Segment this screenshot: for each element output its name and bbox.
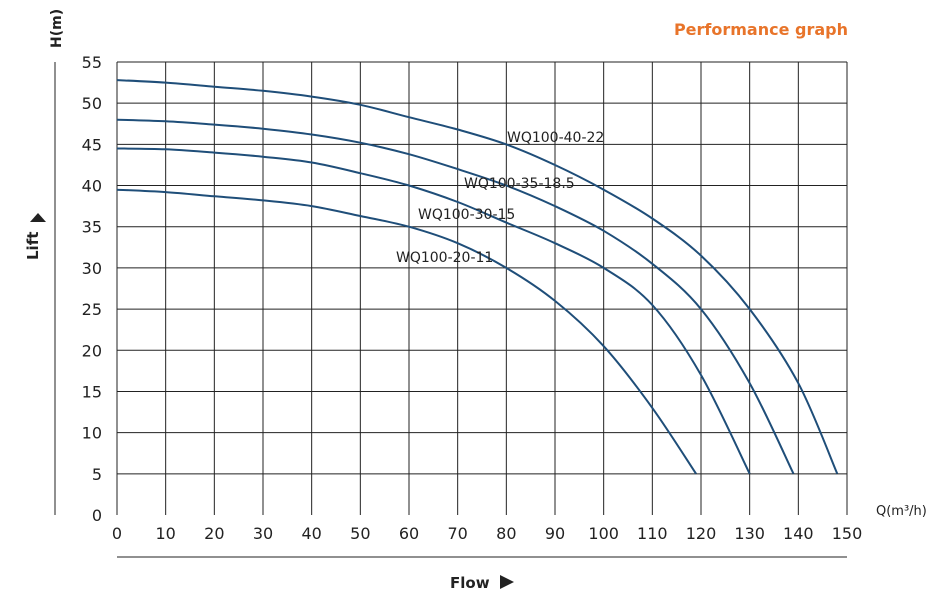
- x-tick-label: 100: [588, 524, 619, 543]
- y-tick-label: 45: [82, 135, 102, 154]
- series-line: [116, 147, 751, 475]
- lift-arrow-icon: [30, 213, 46, 222]
- y-tick-label: 20: [82, 341, 102, 360]
- y-tick-label: 50: [82, 94, 102, 113]
- x-tick-label: 130: [734, 524, 765, 543]
- x-tick-label: 0: [112, 524, 122, 543]
- y-tick-label: 55: [82, 53, 102, 72]
- x-tick-label: 20: [204, 524, 224, 543]
- flow-arrow-icon: [500, 575, 514, 589]
- x-tick-label: 70: [447, 524, 467, 543]
- y-tick-label: 25: [82, 300, 102, 319]
- x-tick-label: 80: [496, 524, 516, 543]
- series-label: WQ100-30-15: [418, 207, 515, 223]
- series-line: [116, 188, 697, 475]
- x-unit-label: Q(m³/h): [876, 504, 927, 519]
- chart-title: Performance graph: [673, 20, 848, 39]
- series-labels: WQ100-40-22 WQ100-35-18.5 WQ100-30-15 WQ100…: [396, 130, 604, 266]
- x-tick-label: 50: [350, 524, 370, 543]
- y-tick-label: 0: [92, 506, 102, 525]
- y-axis-title: Lift: [24, 232, 42, 260]
- x-tick-label: 10: [155, 524, 175, 543]
- series-label: WQ100-35-18.5: [464, 176, 575, 192]
- series-label: WQ100-40-22: [507, 130, 604, 146]
- x-axis-title: Flow: [450, 574, 490, 592]
- y-tick-label: 15: [82, 382, 102, 401]
- y-unit-label: H(m): [49, 9, 65, 48]
- x-tick-label: 90: [545, 524, 565, 543]
- x-tick-label: 140: [783, 524, 814, 543]
- y-tick-label: 10: [82, 424, 102, 443]
- series-line: [116, 79, 839, 475]
- y-tick-label: 40: [82, 177, 102, 196]
- x-tick-labels: 0 10 20 30 40 50 60 70 80 90 100 110 120 130 140 150: [112, 524, 862, 543]
- x-tick-label: 30: [253, 524, 273, 543]
- axis-titles: H(m) Lift Flow Q(m³/h): [24, 9, 927, 592]
- x-tick-label: 40: [301, 524, 321, 543]
- x-tick-label: 150: [832, 524, 863, 543]
- series-line: [116, 118, 795, 475]
- y-tick-label: 35: [82, 218, 102, 237]
- y-tick-label: 5: [92, 465, 102, 484]
- x-tick-label: 110: [637, 524, 668, 543]
- y-tick-labels: 0 5 10 15 20 25 30 35 40 45 50 55: [82, 53, 102, 525]
- series-lines: [116, 79, 839, 475]
- series-label: WQ100-20-11: [396, 250, 493, 266]
- y-tick-label: 30: [82, 259, 102, 278]
- x-tick-label: 60: [399, 524, 419, 543]
- x-tick-label: 120: [686, 524, 717, 543]
- grid: [116, 61, 848, 515]
